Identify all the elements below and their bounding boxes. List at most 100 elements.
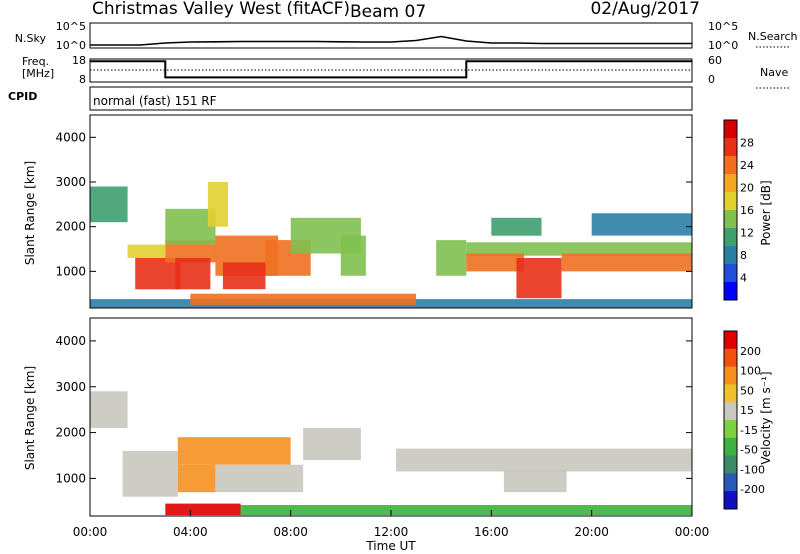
nsearch-tick-bottom: 10^0 — [708, 39, 738, 52]
nave-label: Nave — [760, 66, 788, 79]
heatmap-region — [591, 213, 692, 236]
colorbar-segment — [724, 174, 737, 193]
x-tick-label: 08:00 — [273, 525, 308, 539]
heatmap-region — [396, 448, 692, 472]
heatmap-region — [561, 253, 692, 272]
colorbar-segment — [724, 228, 737, 247]
colorbar-tick-label: 28 — [740, 137, 754, 150]
heatmap-region — [177, 437, 291, 465]
heatmap-region — [127, 244, 166, 258]
y-tick-label: 1000 — [55, 264, 86, 278]
colorbar-segment — [724, 348, 737, 368]
heatmap-region — [466, 242, 693, 256]
y-tick-label: 2000 — [55, 426, 86, 440]
heatmap-region — [90, 391, 128, 428]
heatmap-region — [516, 258, 562, 299]
power-heatmap-data — [90, 182, 693, 308]
colorbar-segment — [724, 264, 737, 283]
y-tick-label: 4000 — [55, 130, 86, 144]
heatmap-region — [503, 469, 567, 493]
nsky-panel: N.Sky 10^5 10^0 10^5 10^0 N.Search — [15, 20, 798, 52]
colorbar-tick-label: 12 — [740, 227, 754, 240]
colorbar-segment — [724, 120, 737, 139]
heatmap-region — [165, 240, 216, 263]
colorbar-tick-label: -50 — [740, 444, 758, 457]
power-panel: 1000 2000 3000 4000 Slant Range [km] 28 24 20… — [23, 114, 773, 309]
velocity-ylabel: Slant Range [km] — [23, 366, 37, 470]
colorbar-tick-label: -100 — [740, 463, 765, 476]
heatmap-region — [177, 464, 216, 493]
velocity-colorbar: 200 100 50 15 -15 -50 -100 -200 — [723, 330, 765, 510]
y-tick-label: 4000 — [55, 334, 86, 348]
x-tick-label: 00:00 — [73, 525, 108, 539]
heatmap-region — [222, 262, 266, 290]
x-tick-label: 00:00 — [675, 525, 710, 539]
x-tick-label: 20:00 — [574, 525, 609, 539]
colorbar-segment — [724, 491, 737, 510]
x-tick-label: 12:00 — [374, 525, 409, 539]
nsky-ylabel: N.Sky — [15, 32, 47, 45]
beam-label: Beam 07 — [350, 2, 426, 22]
colorbar-frame — [723, 119, 738, 301]
freq-ylabel-line: [MHz] — [22, 67, 54, 80]
heatmap-region — [135, 258, 181, 290]
colorbar-tick-label: -15 — [740, 424, 758, 437]
colorbar-tick-label: 24 — [740, 159, 754, 172]
velocity-panel: 1000 2000 3000 4000 00:00 04:00 08:00 12:00 16:… — [23, 317, 773, 553]
velocity-xlabel: Time UT — [365, 539, 416, 553]
freq-tick-top: 18 — [72, 54, 86, 67]
colorbar-tick-label: 100 — [740, 365, 761, 378]
velocity-y-ticks: 1000 2000 3000 4000 — [55, 334, 692, 485]
heatmap-region — [90, 186, 128, 223]
colorbar-segment — [724, 473, 737, 492]
date-label: 02/Aug/2017 — [590, 0, 700, 19]
colorbar-segment — [724, 331, 737, 350]
heatmap-region — [165, 503, 241, 516]
nave-tick-bottom: 0 — [708, 73, 715, 86]
colorbar-tick-label: 20 — [740, 182, 754, 195]
freq-tick-bottom: 8 — [79, 73, 86, 86]
colorbar-tick-label: 16 — [740, 204, 754, 217]
velocity-heatmap-data — [90, 391, 692, 516]
power-frame — [89, 114, 693, 309]
colorbar-segment — [724, 420, 737, 439]
heatmap-region — [240, 505, 692, 516]
heatmap-region — [190, 293, 417, 305]
colorbar-tick-label: -200 — [740, 483, 765, 496]
nsearch-label: N.Search — [748, 30, 798, 43]
colorbar-tick-label: 8 — [740, 249, 747, 262]
heatmap-region — [340, 235, 366, 276]
colorbar-segment — [724, 366, 737, 385]
heatmap-region — [215, 464, 304, 493]
nsky-series-line — [90, 35, 692, 46]
heatmap-region — [466, 253, 524, 272]
heatmap-region — [207, 182, 228, 227]
y-tick-label: 3000 — [55, 380, 86, 394]
heatmap-region — [122, 450, 178, 497]
nsearch-tick-top: 10^5 — [708, 20, 738, 33]
colorbar-segment — [724, 138, 737, 157]
colorbar-tick-label: 50 — [740, 384, 754, 397]
colorbar-segment — [724, 455, 737, 474]
x-tick-label: 16:00 — [474, 525, 509, 539]
heatmap-region — [303, 428, 361, 461]
y-tick-label: 3000 — [55, 175, 86, 189]
nsky-tick-bottom: 10^0 — [56, 39, 86, 52]
colorbar-frame — [723, 330, 738, 510]
colorbar-segment — [724, 437, 737, 457]
colorbar-segment — [724, 246, 737, 265]
velocity-x-ticks: 00:00 04:00 08:00 12:00 16:00 20:00 00:00 — [73, 510, 710, 539]
power-colorbar: 28 24 20 16 12 8 4 — [723, 119, 754, 301]
cpid-ylabel: CPID — [8, 90, 37, 103]
nsky-frame — [89, 22, 693, 49]
colorbar-segment — [724, 384, 737, 403]
figure-title: Christmas Valley West (fitACF) — [92, 0, 350, 19]
freq-series-line — [90, 60, 692, 79]
heatmap-region — [436, 240, 467, 276]
nsky-tick-top: 10^5 — [56, 20, 86, 33]
colorbar-tick-label: 15 — [740, 404, 754, 417]
heatmap-region — [175, 258, 211, 290]
colorbar-tick-label: 200 — [740, 345, 761, 358]
velocity-colorbar-label: Velocity [m s⁻¹] — [759, 371, 773, 464]
